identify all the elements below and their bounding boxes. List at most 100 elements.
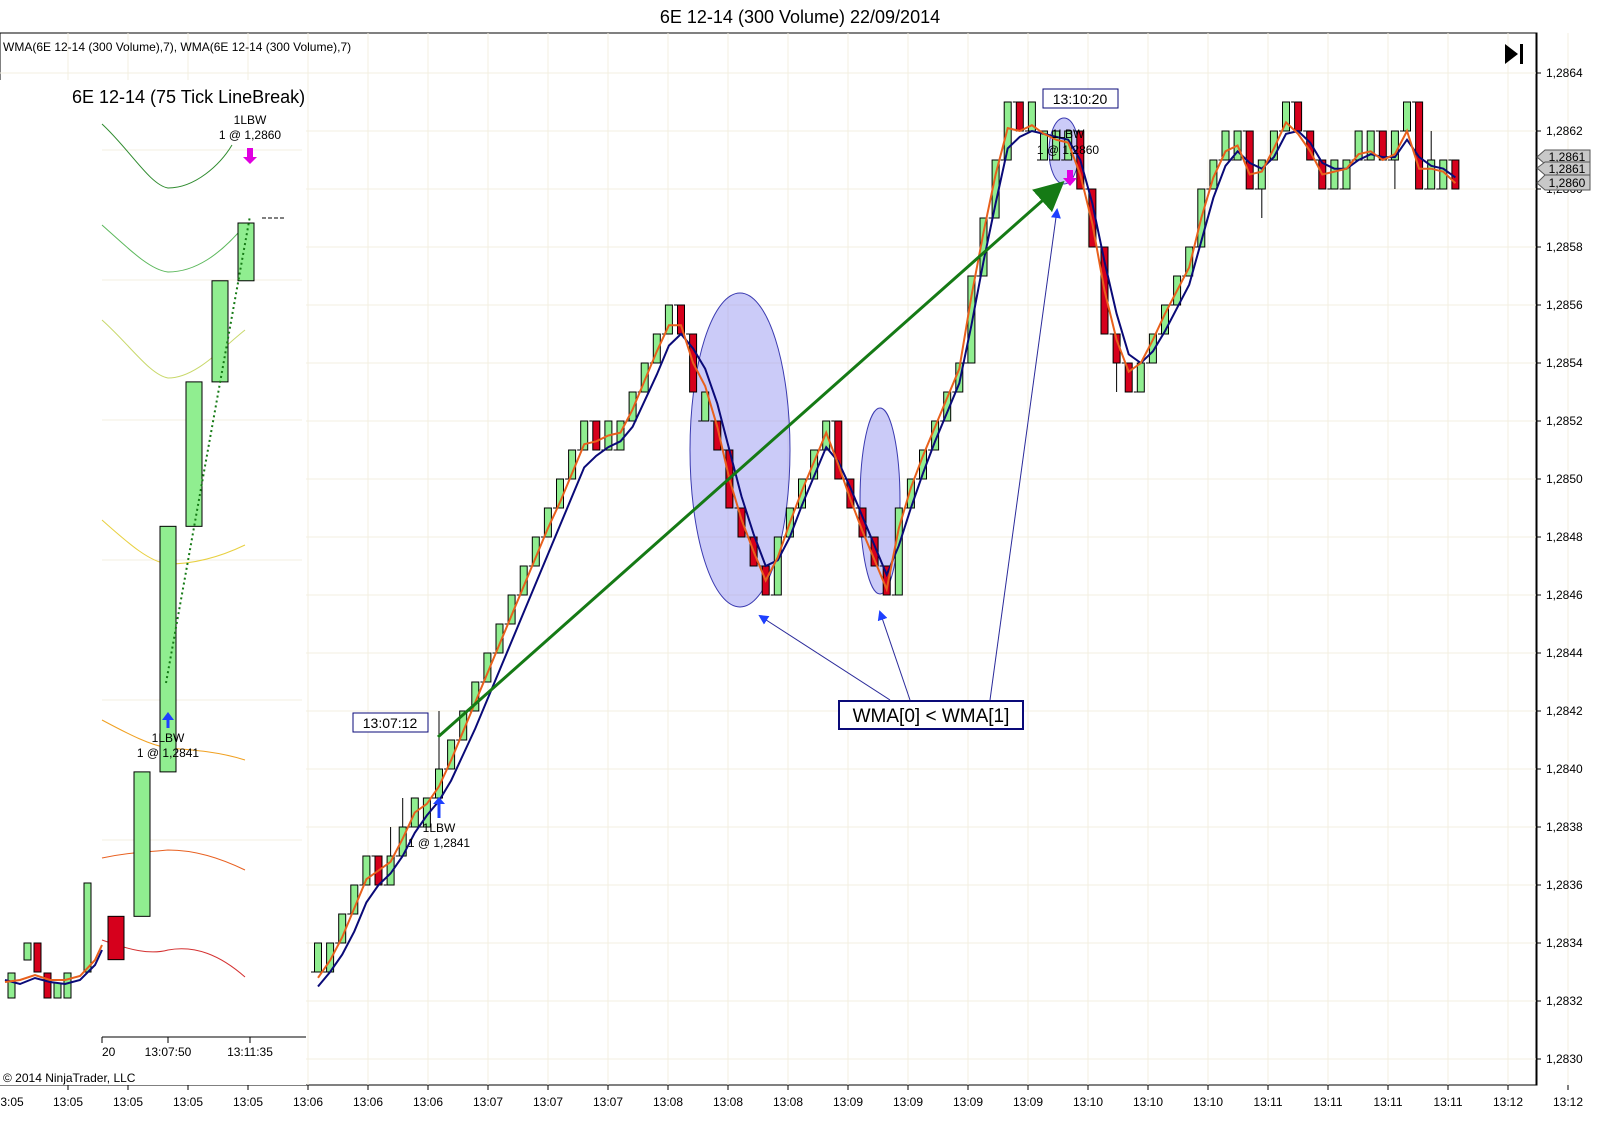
price-marker-2-text: 1,2861 xyxy=(1549,162,1586,176)
copyright-text: © 2014 NinjaTrader, LLC xyxy=(3,1071,136,1085)
y-tick-label: 1,2864 xyxy=(1546,66,1583,80)
up-bar xyxy=(1221,130,1230,161)
up-bar xyxy=(83,882,92,973)
y-tick-label: 1,2844 xyxy=(1546,646,1583,660)
up-bar xyxy=(53,982,62,999)
price-marker-1-text: 1,2861 xyxy=(1549,150,1586,164)
highlight-ellipse-1 xyxy=(689,292,791,608)
inset-band-line xyxy=(101,224,246,273)
inset-panel xyxy=(0,80,306,1085)
up-bar xyxy=(1257,159,1266,190)
inset-buy-label: 1LBW xyxy=(152,731,185,745)
buy-signal-label: 1LBW xyxy=(423,821,456,835)
x-tick-label: 13:09 xyxy=(893,1095,923,1109)
x-tick-label: 13:08 xyxy=(773,1095,803,1109)
x-tick-label: 13:09 xyxy=(833,1095,863,1109)
x-tick-label: 13:06 xyxy=(293,1095,323,1109)
wma-fast-line xyxy=(317,120,1457,979)
y-tick-label: 1,2832 xyxy=(1546,994,1583,1008)
inset-up-bar xyxy=(185,381,203,527)
up-bar xyxy=(1330,159,1339,190)
y-tick-label: 1,2848 xyxy=(1546,530,1583,544)
y-tick-label: 1,2846 xyxy=(1546,588,1583,602)
x-tick-label: 13:06 xyxy=(353,1095,383,1109)
up-bar xyxy=(63,972,72,999)
y-tick-label: 1,2852 xyxy=(1546,414,1583,428)
down-bar xyxy=(33,942,42,973)
inset-x-tick-label: 13:07:50 xyxy=(145,1045,192,1059)
x-tick-label: 13:09 xyxy=(1013,1095,1043,1109)
x-tick-label: 13:12 xyxy=(1493,1095,1523,1109)
up-bar xyxy=(362,855,371,886)
up-bar xyxy=(1366,130,1375,161)
down-bar xyxy=(43,972,52,999)
x-tick-label: 13:08 xyxy=(713,1095,743,1109)
x-tick-label: 13:10 xyxy=(1193,1095,1223,1109)
inset-up-bar xyxy=(159,525,177,773)
sell-signal-label: 1LBW xyxy=(1052,127,1085,141)
buy-signal-arrowhead xyxy=(433,797,445,804)
down-bar xyxy=(1415,101,1424,190)
up-bar xyxy=(1185,246,1194,277)
up-bar xyxy=(616,420,625,451)
x-tick-label: 13:05 xyxy=(233,1095,263,1109)
up-bar xyxy=(701,391,710,422)
entry-time-tag xyxy=(352,712,429,733)
x-tick-label: 13:08 xyxy=(653,1095,683,1109)
skip-to-end-icon[interactable] xyxy=(1500,40,1530,68)
inset-sell-price: 1 @ 1,2860 xyxy=(219,128,282,142)
y-tick-label: 1,2840 xyxy=(1546,762,1583,776)
sell-signal-arrow xyxy=(1063,170,1077,186)
up-bar xyxy=(1427,159,1436,190)
down-bar xyxy=(1015,101,1024,132)
up-bar xyxy=(1209,159,1218,190)
callout-pointer-2 xyxy=(877,610,911,701)
up-bar xyxy=(1052,130,1061,161)
window-title: 6E 12-14 (300 Volume) 22/09/2014 xyxy=(660,7,940,27)
inset-x-tick-label: 20 xyxy=(102,1045,116,1059)
down-bar xyxy=(1294,101,1303,132)
inset-band-line xyxy=(101,939,246,978)
price-axis: 1,2864 1,2862 1,2860 1,2858 1,2856 1,2854 1,28… xyxy=(1536,66,1583,1066)
y-tick-label: 1,2838 xyxy=(1546,820,1583,834)
y-tick-label: 1,2854 xyxy=(1546,356,1583,370)
trend-arrow xyxy=(437,181,1065,739)
x-tick-label: 13:11 xyxy=(1313,1095,1342,1109)
up-bar xyxy=(640,362,649,393)
callout-pointer-1 xyxy=(758,614,891,701)
x-tick-label: 13:07 xyxy=(473,1095,503,1109)
x-tick-label: 13:11 xyxy=(1373,1095,1402,1109)
y-tick-label: 1,2862 xyxy=(1546,124,1583,138)
y-tick-label: 1,2856 xyxy=(1546,298,1583,312)
up-bar xyxy=(967,275,976,364)
inset-up-bar xyxy=(133,771,151,917)
inset-buy-price: 1 @ 1,2841 xyxy=(137,746,200,760)
wma-fast-line-left xyxy=(4,944,103,983)
x-tick-label: 13:07 xyxy=(533,1095,563,1109)
x-tick-label: 13:05 xyxy=(53,1095,83,1109)
x-tick-label: 13:11 xyxy=(1433,1095,1462,1109)
x-tick-label: 13:10 xyxy=(1133,1095,1163,1109)
up-bar xyxy=(628,391,637,422)
callout-box xyxy=(838,700,1024,730)
indicator-label: WMA(6E 12-14 (300 Volume),7), WMA(6E 12-… xyxy=(3,40,351,54)
inset-buy-arrowhead xyxy=(162,712,174,720)
inset-band-line xyxy=(101,849,246,871)
inset-down-bar xyxy=(107,915,125,961)
down-bar xyxy=(737,507,746,538)
y-tick-label: 1,2858 xyxy=(1546,240,1583,254)
x-tick-label: 3:05 xyxy=(0,1095,24,1109)
down-bar xyxy=(677,304,685,335)
y-tick-label: 1,2842 xyxy=(1546,704,1583,718)
inset-sell-arrow xyxy=(243,148,257,164)
x-tick-label: 13:11 xyxy=(1253,1095,1282,1109)
buy-signal-price: 1 @ 1,2841 xyxy=(408,836,471,850)
down-bar xyxy=(1124,362,1133,393)
inset-up-bar xyxy=(237,222,255,282)
inset-up-bar xyxy=(211,280,229,383)
up-bar xyxy=(1269,130,1278,161)
inset-band-line xyxy=(101,123,233,189)
up-bar xyxy=(798,478,806,509)
up-bar xyxy=(822,420,831,451)
